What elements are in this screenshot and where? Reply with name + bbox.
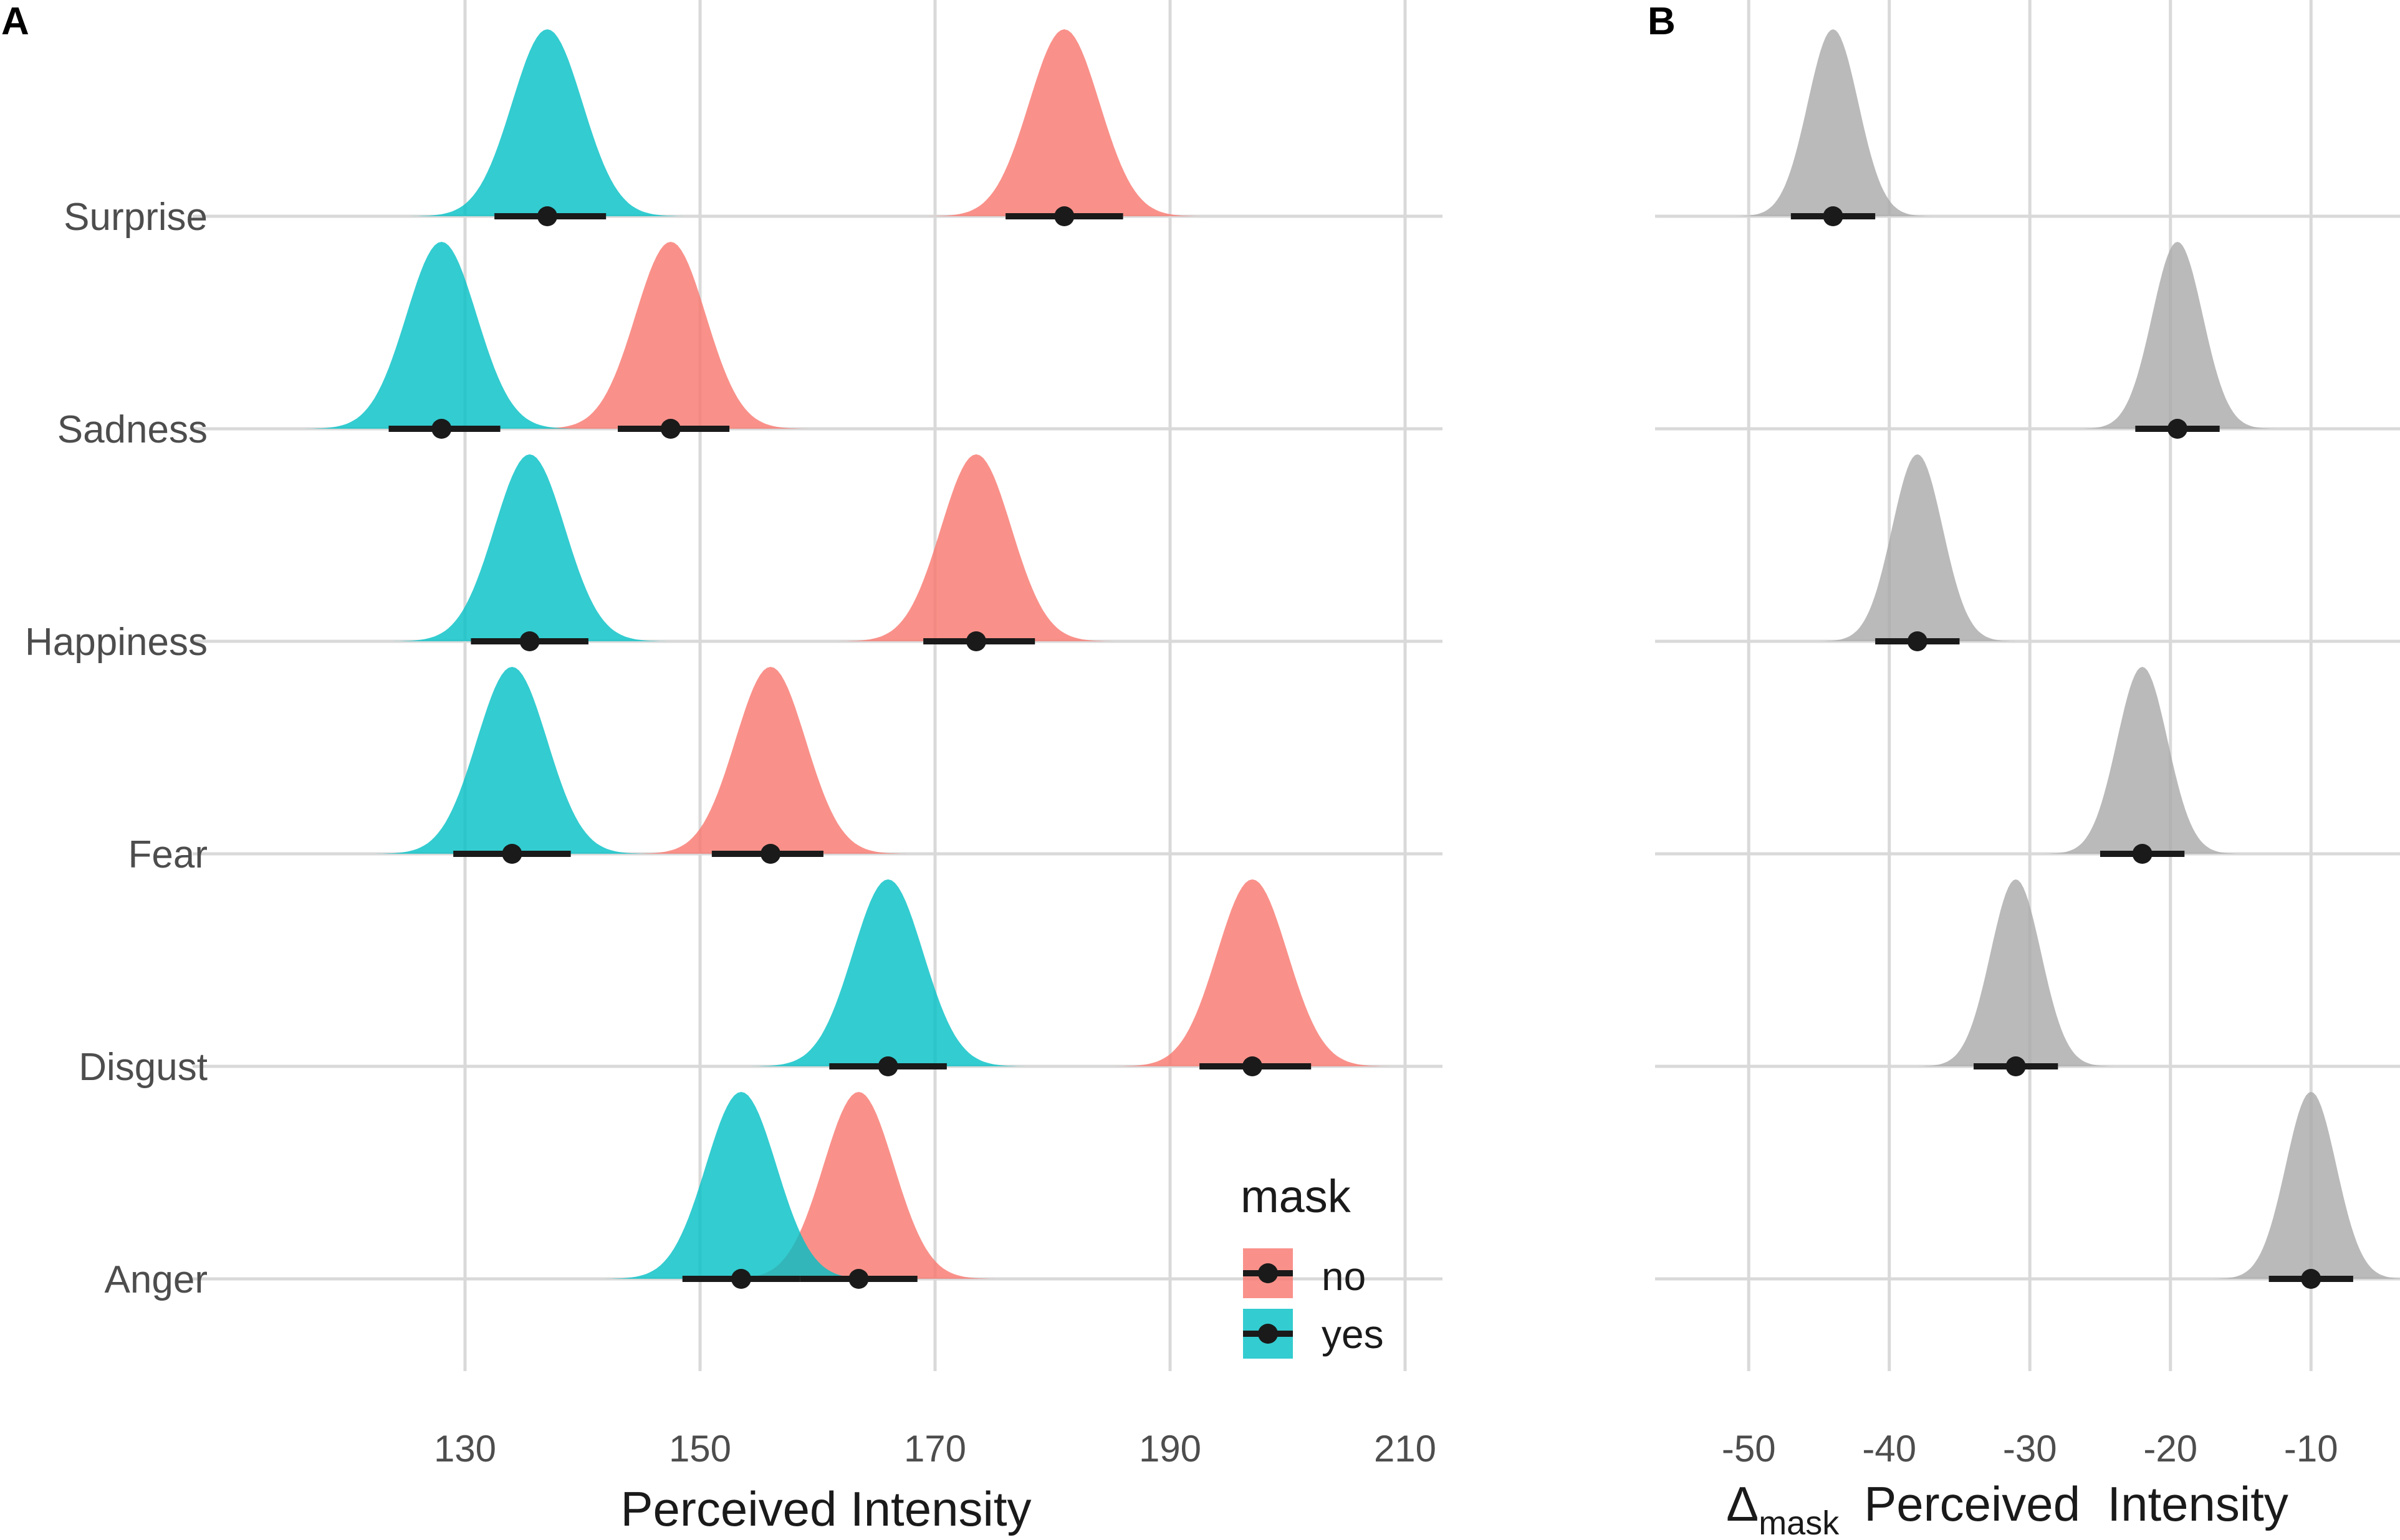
y-tick-label-anger: Anger (105, 1258, 208, 1301)
point-no-surprise (1054, 206, 1075, 226)
density-no-sadness (529, 242, 812, 429)
point-yes-anger (731, 1269, 751, 1289)
y-tick-label-surprise: Surprise (64, 196, 208, 239)
panel-b-x-axis-title-subscript: mask (1759, 1504, 1840, 1540)
point-no-happiness (966, 631, 986, 651)
density-no-fear (629, 667, 912, 854)
y-tick-label-happiness: Happiness (25, 621, 208, 664)
density-difference-surprise (1732, 29, 1934, 216)
point-yes-disgust (878, 1056, 898, 1076)
point-difference-happiness (1907, 631, 1927, 651)
x-tick-label: 130 (434, 1428, 496, 1470)
density-difference-disgust (1914, 879, 2117, 1066)
density-difference-anger (2209, 1092, 2400, 1279)
x-tick-label: -40 (1862, 1428, 1916, 1470)
density-no-surprise (923, 29, 1206, 216)
point-difference-fear (2132, 844, 2153, 864)
legend: mask no yes (1241, 1170, 1384, 1359)
point-no-fear (761, 844, 781, 864)
point-difference-anger (2301, 1269, 2321, 1289)
density-no-disgust (1111, 879, 1394, 1066)
y-tick-label-fear: Fear (128, 833, 208, 876)
x-tick-label: 190 (1139, 1428, 1201, 1470)
panel-b-x-axis-title: Δmask Perceived Intensity (1726, 1476, 2288, 1540)
panel-b-x-tick-labels: -50 -40 -30 -20 -10 (1722, 1428, 2338, 1470)
density-yes-anger (600, 1092, 883, 1279)
legend-key-yes-point (1258, 1324, 1278, 1344)
density-no-happiness (835, 454, 1118, 641)
panel-a-intervals (388, 206, 1312, 1289)
point-yes-surprise (537, 206, 557, 226)
legend-label-yes: yes (1322, 1312, 1384, 1357)
x-tick-label: 210 (1374, 1428, 1436, 1470)
panel-a-y-tick-labels: Surprise Sadness Happiness Fear Disgust Anger (25, 196, 208, 1301)
y-tick-label-sadness: Sadness (57, 408, 208, 451)
density-difference-sadness (2076, 242, 2279, 429)
point-no-disgust (1242, 1056, 1262, 1076)
panel-a-densities (300, 29, 1394, 1279)
x-tick-label: -50 (1722, 1428, 1776, 1470)
x-tick-label: -20 (2143, 1428, 2197, 1470)
y-tick-label-disgust: Disgust (79, 1046, 208, 1089)
panel-b-label: B (1648, 0, 1676, 43)
x-tick-label: 170 (904, 1428, 966, 1470)
panel-b-intervals (1790, 206, 2353, 1289)
panel-b: -50 -40 -30 -20 -10 B Δmask Perceived Intensi… (1648, 0, 2400, 1540)
density-yes-fear (371, 667, 653, 854)
point-yes-fear (502, 844, 522, 864)
legend-title: mask (1241, 1170, 1351, 1222)
point-difference-surprise (1823, 206, 1843, 226)
point-yes-happiness (519, 631, 540, 651)
density-yes-surprise (406, 29, 689, 216)
density-yes-sadness (300, 242, 583, 429)
point-difference-disgust (2005, 1056, 2026, 1076)
density-difference-happiness (1816, 454, 2019, 641)
point-no-anger (848, 1269, 869, 1289)
panel-a: Surprise Sadness Happiness Fear Disgust Anger… (1, 0, 1442, 1536)
panel-a-x-tick-labels: 130 150 170 190 210 (434, 1428, 1436, 1470)
density-yes-disgust (747, 879, 1029, 1066)
panel-b-densities (1732, 29, 2400, 1279)
x-tick-label: 150 (669, 1428, 731, 1470)
point-no-sadness (660, 419, 681, 439)
legend-key-no-point (1258, 1263, 1278, 1283)
density-yes-happiness (388, 454, 671, 641)
x-tick-label: -10 (2284, 1428, 2338, 1470)
panel-b-x-axis-title-text: Perceived Intensity (1864, 1476, 2288, 1531)
point-yes-sadness (431, 419, 452, 439)
point-difference-sadness (2167, 419, 2188, 439)
density-no-anger (718, 1092, 1000, 1279)
panel-a-grid (193, 0, 1442, 1371)
density-difference-fear (2041, 667, 2244, 854)
panel-a-label: A (1, 0, 29, 43)
panel-b-x-axis-title-symbol: Δ (1726, 1476, 1759, 1531)
x-tick-label: -30 (2003, 1428, 2057, 1470)
legend-label-no: no (1322, 1254, 1366, 1299)
panel-a-x-axis-title: Perceived Intensity (620, 1481, 1031, 1536)
